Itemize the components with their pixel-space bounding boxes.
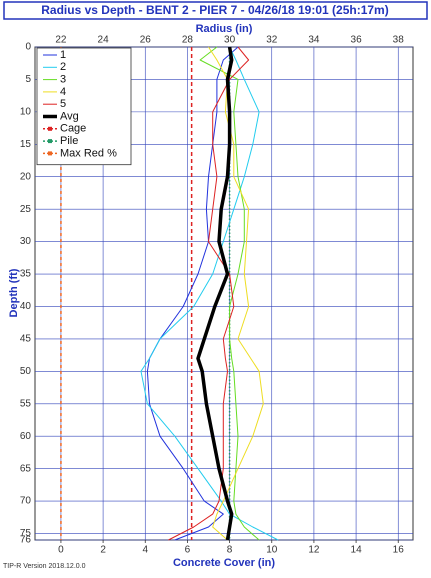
legend-label: Max Red % (60, 147, 117, 159)
legend-label: 4 (60, 86, 66, 98)
legend-label: Avg (60, 110, 79, 122)
legend-label: Pile (60, 135, 78, 147)
series-line (140, 46, 279, 541)
legend-marker (48, 151, 52, 156)
legend-label: 1 (60, 49, 66, 61)
y-tick-label: 10 (20, 107, 32, 118)
legend-marker (48, 139, 52, 144)
top-tick-label: 24 (98, 35, 110, 46)
top-tick-label: 22 (55, 35, 67, 46)
legend-label: 2 (60, 61, 66, 73)
y-tick-label: 70 (20, 496, 32, 507)
y-tick-label: 25 (20, 204, 32, 215)
top-tick-label: 38 (393, 35, 405, 46)
bottom-tick-label: 2 (100, 545, 106, 556)
bottom-tick-label: 8 (227, 545, 233, 556)
y-tick-label: 40 (20, 301, 32, 312)
top-tick-label: 34 (308, 35, 320, 46)
series-line (199, 46, 260, 541)
y-tick-label: 76 (20, 535, 32, 546)
y-axis-label: Depth (ft) (8, 268, 20, 317)
y-tick-label: 50 (20, 366, 32, 377)
top-tick-label: 30 (224, 35, 236, 46)
bottom-tick-label: 12 (308, 545, 320, 556)
top-tick-label: 26 (140, 35, 152, 46)
bottom-tick-label: 6 (185, 545, 191, 556)
bottom-tick-label: 16 (393, 545, 405, 556)
y-tick-label: 5 (25, 74, 31, 85)
series-line (168, 46, 250, 541)
y-tick-label: 0 (25, 42, 31, 53)
legend-marker (48, 126, 52, 131)
y-tick-label: 35 (20, 269, 32, 280)
bottom-tick-label: 10 (266, 545, 278, 556)
y-tick-label: 60 (20, 431, 32, 442)
y-tick-label: 20 (20, 171, 32, 182)
series-line (146, 46, 239, 541)
y-tick-label: 55 (20, 398, 32, 409)
top-tick-label: 28 (182, 35, 194, 46)
top-axis-label: Radius (in) (196, 23, 253, 35)
bottom-tick-label: 14 (351, 545, 363, 556)
y-tick-label: 15 (20, 139, 32, 150)
y-tick-label: 45 (20, 334, 32, 345)
y-tick-label: 30 (20, 236, 32, 247)
legend-label: 5 (60, 98, 66, 110)
top-tick-label: 32 (266, 35, 278, 46)
top-tick-label: 36 (351, 35, 363, 46)
bottom-tick-label: 4 (142, 545, 148, 556)
y-tick-label: 65 (20, 463, 32, 474)
legend-label: Cage (60, 123, 86, 135)
y-tick-label: 75 (20, 528, 32, 539)
title-box (3, 1, 428, 20)
bottom-axis-label: Concrete Cover (in) (173, 557, 275, 569)
legend-label: 3 (60, 74, 66, 86)
bottom-tick-label: 0 (58, 545, 64, 556)
series-line (196, 46, 234, 541)
footnote: TIP-R Version 2018.12.0.0 (3, 563, 86, 570)
chart-title: Radius vs Depth - BENT 2 - PIER 7 - 04/2… (41, 3, 388, 17)
